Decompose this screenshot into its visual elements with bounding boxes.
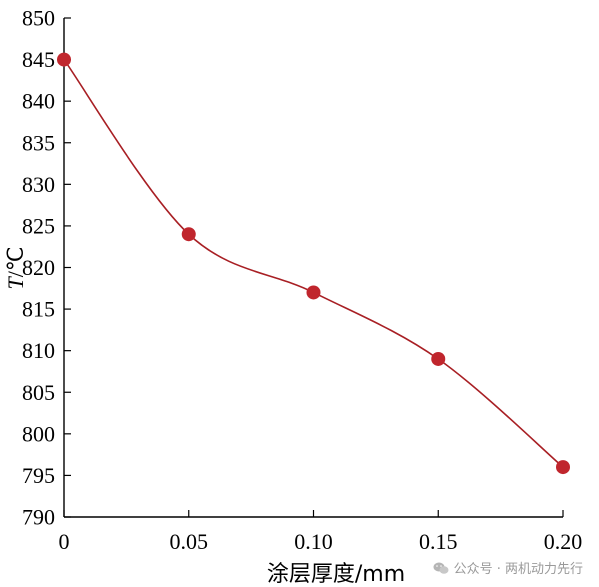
y-tick-label: 830	[22, 172, 55, 197]
data-point	[431, 351, 446, 366]
y-tick-label: 800	[22, 421, 55, 446]
data-point	[57, 52, 71, 67]
data-points	[57, 52, 570, 475]
x-axis-label: 涂层厚度/mm	[267, 562, 405, 587]
y-tick-label: 810	[22, 338, 55, 363]
y-axis-label-unit: /℃	[3, 246, 28, 277]
y-tick-label: 850	[22, 6, 55, 31]
axes	[63, 18, 563, 518]
watermark: 公众号 · 两机动力先行	[433, 558, 583, 577]
y-tick-label: 820	[22, 255, 55, 280]
y-tick-label: 845	[22, 47, 55, 72]
y-tick-label: 815	[22, 297, 55, 322]
x-tick-label: 0.20	[544, 529, 583, 554]
data-point	[556, 460, 570, 475]
y-ticks: 790 795 800 805 810 815 820 825 830 835 840 845 850	[22, 6, 71, 530]
watermark-text: 公众号 · 两机动力先行	[453, 562, 583, 577]
wechat-icon	[433, 562, 449, 574]
x-ticks: 0 0.05 0.10 0.15 0.20	[59, 510, 583, 554]
data-point	[181, 227, 196, 242]
x-tick-label: 0	[59, 529, 70, 554]
y-tick-label: 835	[22, 130, 55, 155]
y-tick-label: 790	[22, 505, 55, 530]
y-tick-label: 805	[22, 380, 55, 405]
y-tick-label: 840	[22, 89, 55, 114]
series-line	[63, 59, 564, 468]
x-tick-label: 0.05	[170, 529, 209, 554]
y-tick-label: 825	[22, 213, 55, 238]
x-tick-label: 0.15	[419, 529, 458, 554]
y-tick-label: 795	[22, 463, 55, 488]
y-axis-label-symbol: T	[3, 276, 28, 290]
x-tick-label: 0.10	[294, 529, 333, 554]
y-axis-label: T/℃	[3, 246, 28, 289]
data-point	[306, 285, 321, 300]
